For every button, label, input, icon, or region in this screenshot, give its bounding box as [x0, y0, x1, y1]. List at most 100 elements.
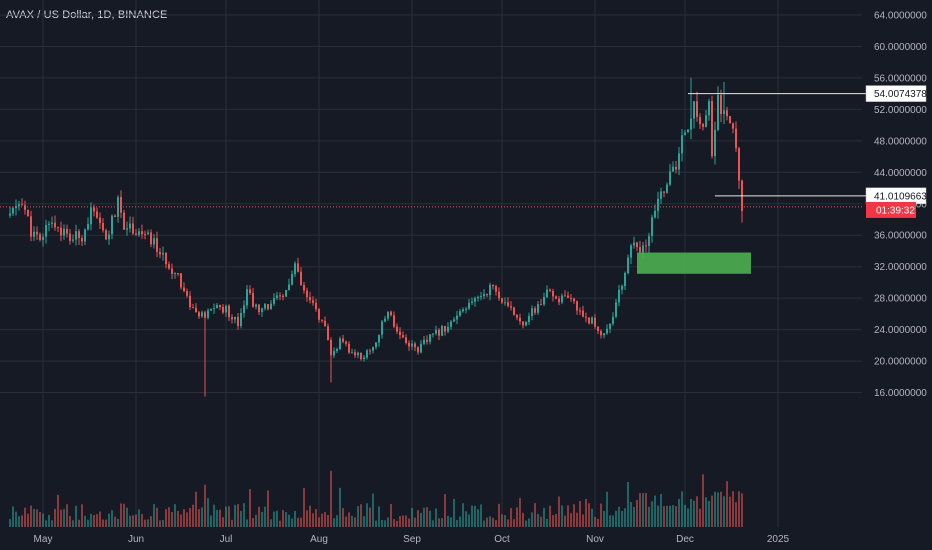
volume-bar: [504, 515, 506, 527]
volume-bar: [627, 482, 629, 527]
candle-body: [558, 298, 560, 303]
price-tick-label: 36.0000000: [874, 231, 927, 242]
candle-body: [648, 236, 650, 247]
candle-body: [540, 304, 542, 306]
candle-body: [123, 212, 125, 230]
volume-bar: [159, 520, 161, 527]
volume-bar: [162, 520, 164, 527]
volume-bar: [33, 508, 35, 527]
candle-body: [513, 307, 515, 315]
candle-body: [90, 207, 92, 225]
candle-body: [498, 291, 500, 299]
candle-body: [420, 343, 422, 353]
volume-bar: [45, 520, 47, 527]
volume-bar: [30, 505, 32, 527]
volume-bar: [75, 505, 77, 527]
candle-body: [570, 297, 572, 299]
candle-body: [339, 338, 341, 350]
candle-body: [279, 295, 281, 297]
candle-body: [651, 217, 653, 237]
candle-body: [675, 166, 677, 170]
candle-body: [717, 95, 719, 130]
resistance-price-tag: 54.0074378: [874, 89, 927, 100]
candle-body: [543, 296, 545, 305]
volume-bar: [87, 519, 89, 527]
volume-bar: [258, 506, 260, 527]
candle-body: [9, 213, 11, 216]
time-tick-label: Aug: [310, 534, 328, 545]
volume-bar: [648, 506, 650, 527]
volume-bar: [645, 492, 647, 527]
volume-bar: [360, 504, 362, 527]
volume-bar: [216, 509, 218, 527]
candle-body: [180, 273, 182, 288]
candle-body: [153, 238, 155, 245]
volume-bar: [261, 511, 263, 527]
volume-bar: [114, 516, 116, 527]
candle-body: [402, 335, 404, 338]
volume-bar: [63, 509, 65, 527]
volume-bar: [126, 507, 128, 527]
candle-body: [471, 301, 473, 303]
candle-body: [582, 310, 584, 317]
volume-bar: [141, 513, 143, 527]
candle-body: [240, 313, 242, 327]
volume-bar: [618, 506, 620, 527]
candle-body: [54, 222, 56, 228]
candle-body: [633, 242, 635, 246]
volume-bar: [195, 491, 197, 527]
volume-bar: [57, 494, 59, 527]
candle-body: [711, 101, 713, 157]
time-tick-label: Dec: [676, 534, 694, 545]
candle-body: [552, 291, 554, 297]
candle-body: [186, 291, 188, 296]
candle-body: [501, 298, 503, 303]
volume-bar: [447, 515, 449, 527]
volume-bar: [174, 504, 176, 527]
candle-body: [342, 338, 344, 342]
volume-bar: [297, 517, 299, 527]
volume-bar: [309, 505, 311, 527]
volume-bar: [420, 512, 422, 527]
candle-body: [69, 233, 71, 241]
candle-body: [294, 263, 296, 275]
volume-bar: [474, 505, 476, 527]
candle-body: [639, 247, 641, 253]
volume-bar: [363, 516, 365, 527]
candle-body: [720, 95, 722, 114]
candle-body: [159, 251, 161, 255]
volume-bar: [84, 515, 86, 527]
candle-body: [129, 223, 131, 229]
candle-body: [705, 115, 707, 127]
volume-bar: [255, 514, 257, 527]
candle-body: [606, 328, 608, 334]
volume-bar: [510, 508, 512, 527]
volume-bar: [693, 500, 695, 527]
volume-bar: [579, 500, 581, 527]
candle-body: [30, 216, 32, 237]
volume-bar: [612, 515, 614, 527]
candle-body: [573, 298, 575, 302]
time-tick-label: 2025: [767, 534, 790, 545]
candle-body: [537, 304, 539, 313]
price-tick-label: 52.0000000: [874, 105, 927, 116]
volume-bar: [285, 512, 287, 527]
volume-bar: [213, 504, 215, 527]
candle-body: [519, 317, 521, 322]
volume-bar: [207, 498, 209, 527]
volume-bar: [720, 491, 722, 527]
volume-bar: [102, 519, 104, 527]
volume-bar: [690, 499, 692, 527]
candle-body: [297, 263, 299, 272]
volume-bar: [381, 519, 383, 527]
candle-body: [486, 293, 488, 296]
candle-body: [699, 116, 701, 124]
candle-body: [636, 242, 638, 248]
volume-bar: [486, 517, 488, 527]
candle-body: [150, 232, 152, 245]
volume-bar: [495, 520, 497, 527]
candle-body: [78, 231, 80, 239]
candle-body: [126, 228, 128, 230]
volume-bar: [585, 499, 587, 527]
